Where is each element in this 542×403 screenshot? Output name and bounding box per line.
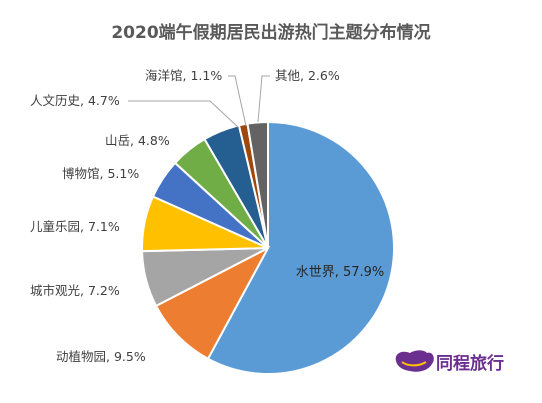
tongcheng-logo-icon (395, 350, 434, 372)
brand-watermark: 同程旅行 (395, 350, 504, 374)
slice-label: 海洋馆, 1.1% (145, 68, 222, 83)
pie-slice (206, 120, 395, 375)
slice-label: 水世界, 57.9% (296, 265, 385, 280)
slice-label: 其他, 2.6% (275, 68, 340, 83)
brand-name: 同程旅行 (436, 353, 504, 374)
slice-label: 博物馆, 5.1% (62, 166, 139, 181)
slice-label: 人文历史, 4.7% (30, 93, 120, 108)
chart-title: 2020端午假期居民出游热门主题分布情况 (111, 22, 430, 43)
leader-line (128, 100, 240, 129)
slice-label: 动植物园, 9.5% (56, 349, 146, 364)
leader-line (228, 75, 247, 127)
leader-lines (128, 75, 270, 129)
leader-line (257, 75, 270, 123)
slice-label: 儿童乐园, 7.1% (30, 219, 120, 234)
slice-label: 城市观光, 7.2% (30, 283, 120, 298)
slice-labels: 水世界, 57.9% 动植物园, 9.5% 城市观光, 7.2% 儿童乐园, 7.1%… (30, 68, 384, 364)
pie-slice (246, 120, 269, 249)
pie-slice (154, 245, 271, 361)
slice-label: 山岳, 4.8% (105, 133, 170, 148)
pie-slices (141, 120, 395, 375)
